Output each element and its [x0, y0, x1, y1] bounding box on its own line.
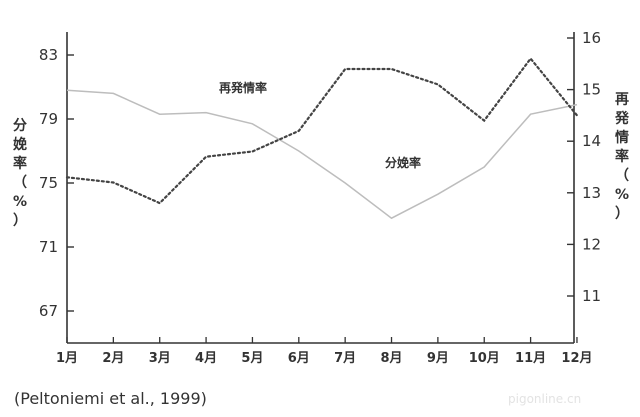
x-tick-label: 2月 [102, 351, 124, 366]
y-left-axis-title: 分娩率（%） [13, 118, 27, 229]
y-right-tick-label: 11 [582, 287, 601, 305]
y-right-tick-label: 13 [582, 184, 601, 202]
y-left-tick-label: 75 [39, 174, 58, 192]
x-tick-label: 7月 [334, 351, 356, 366]
citation: (Peltoniemi et al., 1999) [14, 389, 207, 408]
y-right-tick-label: 15 [582, 81, 601, 99]
x-tick-label: 1月 [56, 351, 78, 366]
x-tick-label: 11月 [515, 351, 546, 366]
x-tick-label: 5月 [241, 351, 263, 366]
y-right-tick-label: 12 [582, 235, 601, 253]
x-tick-label: 8月 [380, 351, 402, 366]
series-line-farrowing-rate [66, 89, 578, 220]
y-left-tick-label: 67 [39, 302, 58, 320]
x-tick-label: 4月 [195, 351, 217, 366]
watermark: pigonline.cn [508, 392, 582, 406]
x-tick-label: 9月 [427, 351, 449, 366]
y-left-tick-label: 79 [39, 110, 58, 128]
y-right-tick-label: 14 [582, 132, 601, 150]
x-tick-label: 6月 [288, 351, 310, 366]
y-right-axis-title: 再発情率（%） [614, 92, 630, 222]
y-left-tick-label: 71 [39, 238, 58, 256]
x-tick-label: 10月 [469, 351, 500, 366]
series-label-rehoestrus-rate: 再発情率 [219, 80, 267, 95]
chart-axes [66, 32, 575, 344]
x-tick-label: 3月 [149, 351, 171, 366]
y-right-tick-label: 16 [582, 29, 601, 47]
y-left-tick-label: 83 [39, 46, 58, 64]
chart-series-lines [65, 56, 579, 220]
x-tick-label: 12月 [561, 351, 592, 366]
chart-ticks: 67 71 75 79 83 11 12 13 14 15 16 1月 2月 3月 4月 5月 6月 7月 8月 9月… [39, 29, 601, 366]
series-label-farrowing-rate: 分娩率 [385, 155, 421, 170]
series-line-rehoestrus-rate [65, 56, 579, 205]
